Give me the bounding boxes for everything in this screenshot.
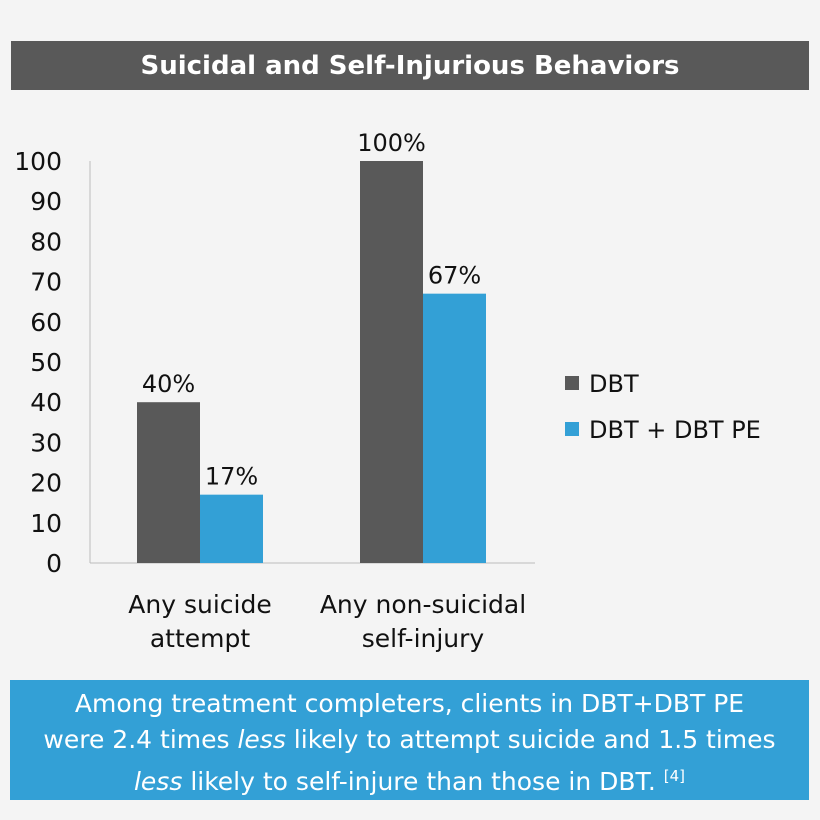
y-tick-label: 60 [30,308,62,337]
x-tick-label: Any non-suicidal [320,590,526,619]
note-text: likely to self-injure than those in DBT. [182,767,664,796]
bar-dbt [360,161,423,563]
bar-dbt [137,402,200,563]
legend-swatch [565,376,579,390]
note-text: likely to attempt suicide and 1.5 times [285,725,776,754]
legend-swatch [565,422,579,436]
bar-dbt-pe [423,293,486,563]
note-emphasis: less [237,725,286,754]
y-tick-label: 30 [30,428,62,457]
x-axis-labels: Any suicide attempt Any non-suicidal self-i… [128,590,526,653]
data-label: 67% [428,262,481,290]
y-axis: 0 10 20 30 40 50 60 70 80 90 100 [14,147,535,578]
bar-dbt-pe [200,494,263,563]
y-tick-label: 20 [30,469,62,498]
note-line-3: less likely to self-injure than those in… [10,758,809,800]
legend-label: DBT [589,370,639,398]
data-label: 40% [142,370,195,398]
x-tick-label: attempt [150,624,251,653]
legend-label: DBT + DBT PE [589,416,761,444]
note-line-1: Among treatment completers, clients in D… [74,689,745,718]
data-label: 100% [357,129,426,157]
y-tick-label: 70 [30,268,62,297]
y-tick-label: 40 [30,388,62,417]
summary-note: Among treatment completers, clients in D… [10,680,809,800]
x-tick-label: Any suicide [128,590,271,619]
y-tick-label: 80 [30,227,62,256]
data-label: 17% [205,463,258,491]
y-tick-label: 90 [30,187,62,216]
y-tick-label: 100 [14,147,62,176]
reference: [4] [663,767,685,785]
y-tick-label: 10 [30,509,62,538]
note-line-2: were 2.4 times less likely to attempt su… [10,722,809,758]
y-tick-label: 0 [46,549,62,578]
y-tick-label: 50 [30,348,62,377]
note-text: were 2.4 times [43,725,238,754]
note-emphasis: less [133,767,183,796]
bar-chart: 0 10 20 30 40 50 60 70 80 90 100 40% 17% 100% 67% Any… [14,129,761,653]
chart-title: Suicidal and Self-Injurious Behaviors [11,41,809,90]
bars: 40% 17% 100% 67% [137,129,486,563]
x-tick-label: self-injury [362,624,485,653]
legend: DBT DBT + DBT PE [565,370,761,444]
